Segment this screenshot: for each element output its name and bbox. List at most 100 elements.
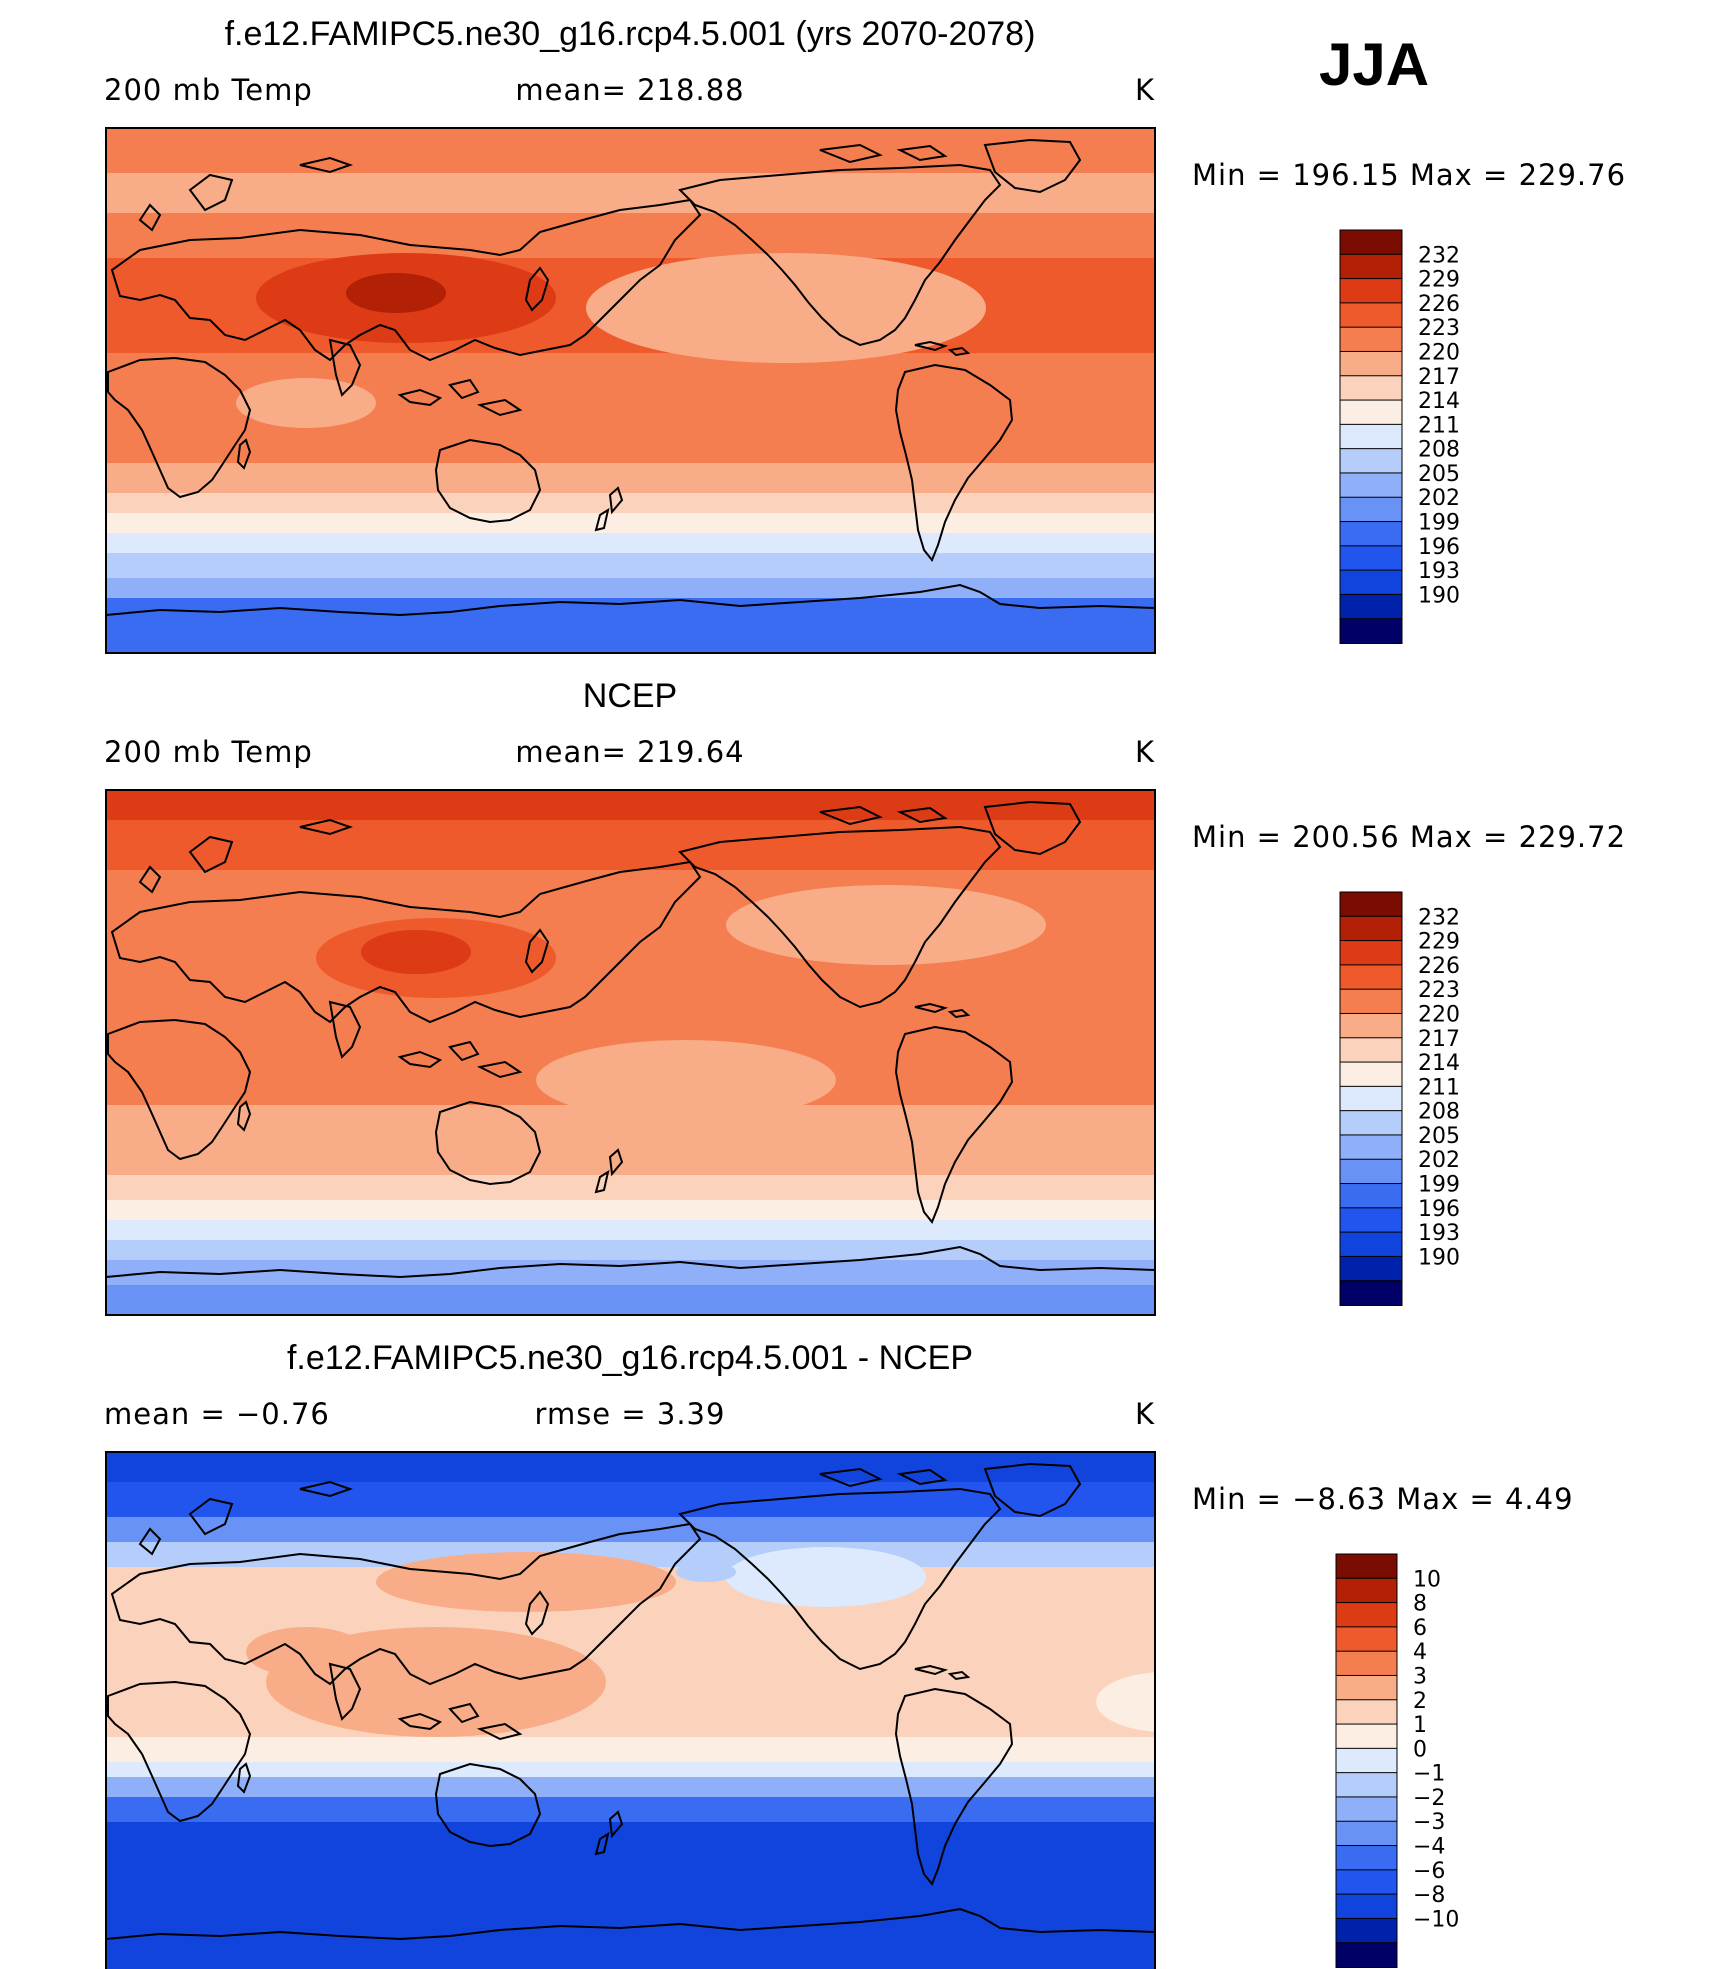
colorbar-label: 229 <box>1418 268 1460 293</box>
contour-band <box>106 820 1155 871</box>
map-frame <box>105 789 1156 1316</box>
colorbar-label: 226 <box>1418 954 1460 979</box>
colorbar-label: 226 <box>1418 292 1460 317</box>
colorbar-swatch <box>1339 1085 1403 1112</box>
contour-map <box>106 128 1155 653</box>
colorbar-swatch <box>1339 618 1403 644</box>
contour-band <box>106 1482 1155 1518</box>
panel-left-label: 200 mb Temp <box>104 73 313 107</box>
colorbar-label: 223 <box>1418 978 1460 1003</box>
map-frame <box>105 127 1156 654</box>
colorbar-label: 4 <box>1413 1640 1427 1665</box>
contour-band <box>106 1737 1155 1763</box>
colorbar-label: 205 <box>1418 1124 1460 1149</box>
panel-ncep: NCEP 200 mb Temp mean= 219.64 K Min = 200.56… <box>104 677 1626 1316</box>
colorbar-label: 220 <box>1418 1002 1460 1027</box>
colorbar-label: 214 <box>1418 389 1460 414</box>
colorbar-swatch <box>1339 496 1403 523</box>
colorbar-swatch <box>1339 1110 1403 1136</box>
colorbar-swatch <box>1335 1650 1398 1677</box>
colorbar-label: 10 <box>1413 1567 1441 1592</box>
contour-band <box>106 578 1155 599</box>
colorbar-swatch <box>1339 350 1403 377</box>
contour-band <box>106 533 1155 554</box>
colorbar-swatch <box>1335 1602 1398 1628</box>
colorbar-swatch <box>1335 1917 1398 1944</box>
colorbar-swatch <box>1339 375 1403 402</box>
colorbar-swatch <box>1335 1893 1398 1920</box>
contour-map <box>106 790 1155 1315</box>
contour-region <box>361 930 471 974</box>
colorbar-label: 208 <box>1418 1100 1460 1125</box>
colorbar-label: 2 <box>1413 1689 1427 1714</box>
contour-band <box>106 1822 1155 1969</box>
colorbar-swatch <box>1335 1942 1398 1969</box>
contour-region <box>1096 1672 1155 1732</box>
colorbar-label: 8 <box>1413 1592 1427 1617</box>
colorbar-label: −8 <box>1413 1883 1445 1908</box>
colorbar-swatch <box>1335 1674 1398 1701</box>
colorbar-swatch <box>1339 545 1403 572</box>
colorbar-swatch <box>1335 1723 1398 1750</box>
colorbar-swatch <box>1339 1134 1403 1161</box>
contour-band <box>106 790 1155 821</box>
colorbar-label: 1 <box>1413 1713 1427 1738</box>
contour-band <box>106 213 1155 259</box>
panel-center-label: mean= 219.64 <box>515 735 744 769</box>
colorbar: 2322292262232202172142112082052021991961… <box>1339 891 1460 1307</box>
contour-band <box>106 1777 1155 1798</box>
contour-band <box>106 553 1155 579</box>
contour-band <box>106 1285 1155 1315</box>
colorbar-label: 190 <box>1418 583 1460 608</box>
colorbar-label: 208 <box>1418 438 1460 463</box>
colorbar-label: 202 <box>1418 1148 1460 1173</box>
contour-band <box>106 1175 1155 1201</box>
colorbar-label: 193 <box>1418 1221 1460 1246</box>
colorbar-label: −6 <box>1413 1859 1445 1884</box>
colorbar-swatch <box>1339 278 1403 304</box>
colorbar-swatch <box>1335 1747 1398 1774</box>
colorbar-swatch <box>1339 593 1403 620</box>
panel-left-label: mean = −0.76 <box>104 1397 330 1431</box>
contour-region <box>676 1562 736 1582</box>
colorbar-label: −10 <box>1413 1907 1459 1932</box>
colorbar-swatch <box>1339 1231 1403 1258</box>
colorbar-label: −3 <box>1413 1810 1445 1835</box>
panel-units-label: K <box>1135 73 1155 107</box>
colorbar-swatch <box>1335 1869 1398 1896</box>
colorbar-swatch <box>1339 521 1403 547</box>
colorbar-label: 0 <box>1413 1737 1427 1762</box>
colorbar-label: 211 <box>1418 1075 1460 1100</box>
contour-region <box>726 885 1046 965</box>
panel-model: f.e12.FAMIPC5.ne30_g16.rcp4.5.001 (yrs 2… <box>104 15 1626 654</box>
colorbar-swatch <box>1339 302 1403 329</box>
colorbar-label: 232 <box>1418 905 1460 930</box>
colorbar-swatch <box>1339 1061 1403 1088</box>
colorbar-swatch <box>1339 253 1403 280</box>
panel-title: f.e12.FAMIPC5.ne30_g16.rcp4.5.001 - NCEP <box>287 1339 973 1377</box>
colorbar-swatch <box>1339 472 1403 499</box>
minmax-label: Min = 200.56 Max = 229.72 <box>1192 820 1626 854</box>
contour-region <box>346 273 446 313</box>
colorbar-swatch <box>1339 1280 1403 1307</box>
panel-center-label: mean= 218.88 <box>515 73 744 107</box>
colorbar-swatch <box>1339 891 1403 918</box>
colorbar-label: 6 <box>1413 1616 1427 1641</box>
contour-band <box>106 1607 1155 1738</box>
contour-region <box>586 253 986 363</box>
colorbar-label: 199 <box>1418 1173 1460 1198</box>
colorbar-swatch <box>1339 1255 1403 1282</box>
colorbar-swatch <box>1339 1037 1403 1064</box>
colorbar-swatch <box>1339 399 1403 426</box>
colorbar-swatch <box>1339 326 1403 353</box>
panel-units-label: K <box>1135 1397 1155 1431</box>
minmax-label: Min = 196.15 Max = 229.76 <box>1192 158 1626 192</box>
minmax-label: Min = −8.63 Max = 4.49 <box>1192 1482 1574 1516</box>
contour-band <box>106 1220 1155 1241</box>
colorbar-swatch <box>1339 423 1403 450</box>
panel-left-label: 200 mb Temp <box>104 735 313 769</box>
contour-band <box>106 128 1155 174</box>
colorbar-label: 193 <box>1418 559 1460 584</box>
colorbar-label: −1 <box>1413 1762 1445 1787</box>
